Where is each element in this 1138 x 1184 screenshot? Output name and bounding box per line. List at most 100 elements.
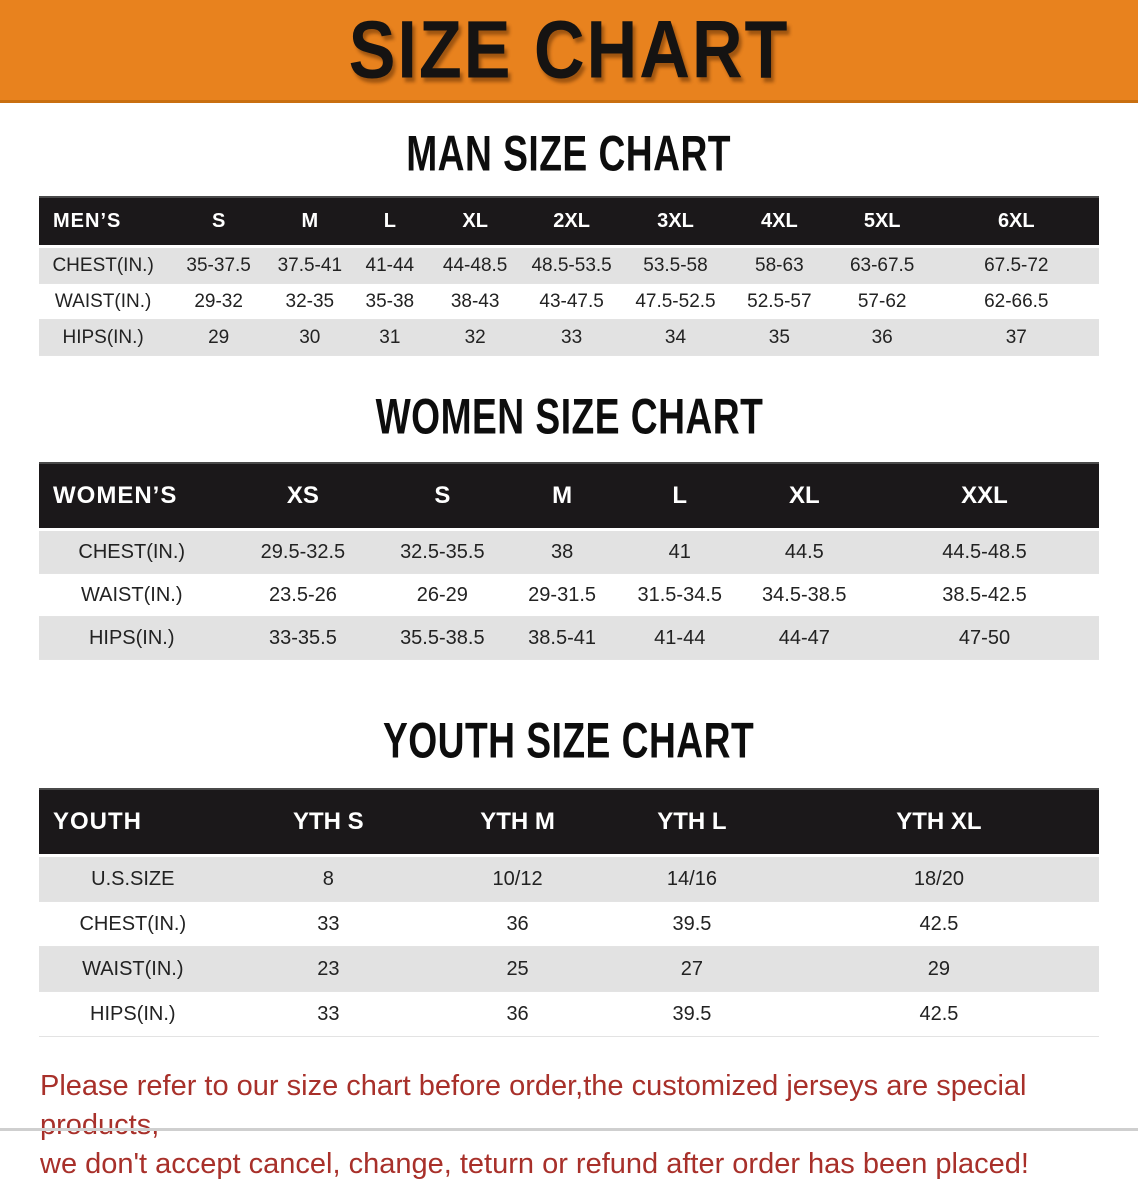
youth-size-col: YTH S (226, 788, 431, 857)
cell: 29 (167, 320, 271, 356)
cell: 37 (933, 320, 1099, 356)
youth-section-heading: YOUTH SIZE CHART (0, 714, 1138, 769)
women-size-col: M (503, 462, 621, 531)
order-policy-line2: we don't accept cancel, change, teturn o… (40, 1148, 1029, 1180)
cell: 34.5-38.5 (738, 574, 871, 617)
cell: 47-50 (870, 617, 1099, 660)
cell: 36 (830, 320, 934, 356)
women-section-heading: WOMEN SIZE CHART (0, 390, 1138, 445)
men-size-col: XL (430, 196, 521, 248)
row-label: HIPS(IN.) (39, 992, 227, 1037)
women-waist-row: WAIST(IN.) 23.5-26 26-29 29-31.5 31.5-34… (39, 574, 1099, 617)
cell: 47.5-52.5 (623, 284, 728, 320)
women-size-col: XS (224, 462, 382, 531)
men-chest-row: CHEST(IN.) 35-37.5 37.5-41 41-44 44-48.5… (39, 248, 1099, 284)
men-size-col: 3XL (623, 196, 728, 248)
cell: 10/12 (430, 857, 606, 902)
cell: 25 (430, 947, 606, 992)
cell: 32-35 (270, 284, 350, 320)
youth-heading-text: YOUTH SIZE CHART (383, 713, 755, 769)
youth-chest-row: CHEST(IN.) 33 36 39.5 42.5 (39, 902, 1099, 947)
men-size-col: 2XL (520, 196, 624, 248)
men-size-col: 4XL (727, 196, 831, 248)
cell: 39.5 (605, 992, 779, 1037)
men-waist-row: WAIST(IN.) 29-32 32-35 35-38 38-43 43-47… (39, 284, 1099, 320)
man-section-heading: MAN SIZE CHART (0, 127, 1138, 182)
cell: 29-32 (167, 284, 271, 320)
banner-title: SIZE CHART (348, 3, 790, 96)
youth-ussize-row: U.S.SIZE 8 10/12 14/16 18/20 (39, 857, 1099, 902)
men-hips-row: HIPS(IN.) 29 30 31 32 33 34 35 36 37 (39, 320, 1099, 356)
row-label: HIPS(IN.) (39, 617, 225, 660)
cell: 33-35.5 (224, 617, 382, 660)
women-table-label: WOMEN’S (39, 462, 225, 531)
cell: 35 (727, 320, 831, 356)
cell: 63-67.5 (830, 248, 934, 284)
order-policy-note: Please refer to our size chart before or… (40, 1067, 1100, 1184)
men-size-col: S (167, 196, 271, 248)
cell: 26-29 (381, 574, 504, 617)
bottom-divider (0, 1128, 1138, 1131)
women-size-col: XL (738, 462, 871, 531)
youth-size-col: YTH XL (778, 788, 1099, 857)
cell: 62-66.5 (933, 284, 1099, 320)
men-table-label: MEN’S (39, 196, 168, 248)
cell: 41-44 (349, 248, 431, 284)
cell: 31 (349, 320, 431, 356)
cell: 34 (623, 320, 728, 356)
cell: 33 (226, 992, 431, 1037)
cell: 29-31.5 (503, 574, 621, 617)
cell: 29.5-32.5 (224, 531, 382, 574)
cell: 58-63 (727, 248, 831, 284)
cell: 38.5-42.5 (870, 574, 1099, 617)
cell: 8 (226, 857, 431, 902)
cell: 35-37.5 (167, 248, 271, 284)
row-label: WAIST(IN.) (39, 284, 168, 320)
men-size-col: 6XL (933, 196, 1099, 248)
row-label: HIPS(IN.) (39, 320, 168, 356)
cell: 33 (520, 320, 624, 356)
cell: 33 (226, 902, 431, 947)
youth-hips-row: HIPS(IN.) 33 36 39.5 42.5 (39, 992, 1099, 1037)
women-chest-row: CHEST(IN.) 29.5-32.5 32.5-35.5 38 41 44.… (39, 531, 1099, 574)
cell: 37.5-41 (270, 248, 350, 284)
youth-waist-row: WAIST(IN.) 23 25 27 29 (39, 947, 1099, 992)
cell: 35.5-38.5 (381, 617, 504, 660)
cell: 44-47 (738, 617, 871, 660)
cell: 44.5 (738, 531, 871, 574)
row-label: CHEST(IN.) (39, 531, 225, 574)
men-size-table: MEN’S S M L XL 2XL 3XL 4XL 5XL 6XL CHEST… (39, 196, 1099, 356)
women-heading-text: WOMEN SIZE CHART (375, 389, 763, 445)
cell: 38.5-41 (503, 617, 621, 660)
women-size-col: S (381, 462, 504, 531)
men-size-col: L (349, 196, 431, 248)
men-size-col: 5XL (830, 196, 934, 248)
cell: 36 (430, 992, 606, 1037)
women-size-table: WOMEN’S XS S M L XL XXL CHEST(IN.) 29.5-… (39, 462, 1099, 660)
cell: 41 (620, 531, 739, 574)
youth-size-col: YTH M (430, 788, 606, 857)
cell: 53.5-58 (623, 248, 728, 284)
youth-size-table: YOUTH YTH S YTH M YTH L YTH XL U.S.SIZE … (39, 788, 1099, 1037)
cell: 30 (270, 320, 350, 356)
cell: 43-47.5 (520, 284, 624, 320)
man-heading-text: MAN SIZE CHART (406, 126, 732, 182)
cell: 42.5 (778, 992, 1099, 1037)
men-size-col: M (270, 196, 350, 248)
cell: 67.5-72 (933, 248, 1099, 284)
cell: 32 (430, 320, 521, 356)
cell: 41-44 (620, 617, 739, 660)
cell: 52.5-57 (727, 284, 831, 320)
cell: 57-62 (830, 284, 934, 320)
women-header-row: WOMEN’S XS S M L XL XXL (39, 462, 1099, 531)
cell: 18/20 (778, 857, 1099, 902)
cell: 44.5-48.5 (870, 531, 1099, 574)
cell: 38 (503, 531, 621, 574)
row-label: WAIST(IN.) (39, 947, 227, 992)
order-policy-line1: Please refer to our size chart before or… (40, 1070, 1027, 1141)
row-label: CHEST(IN.) (39, 902, 227, 947)
row-label: U.S.SIZE (39, 857, 227, 902)
cell: 23 (226, 947, 431, 992)
cell: 42.5 (778, 902, 1099, 947)
size-chart-banner: SIZE CHART (0, 0, 1138, 103)
